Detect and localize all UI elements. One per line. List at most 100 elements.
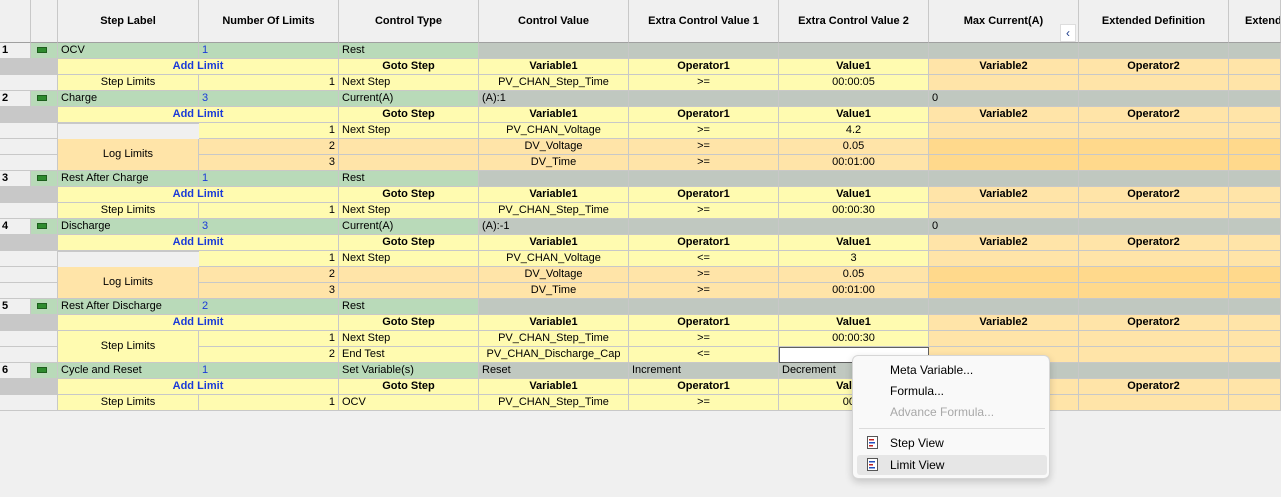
variable2-cell[interactable] <box>929 203 1079 219</box>
limit-extra-cell[interactable] <box>1229 251 1281 267</box>
extended-definition-cell[interactable] <box>1079 171 1229 187</box>
menu-item-step-view[interactable]: Step View <box>857 433 1047 453</box>
variable2-cell[interactable] <box>929 123 1079 139</box>
step-collapse-icon[interactable] <box>37 95 47 101</box>
value1-cell[interactable]: 0.05 <box>779 139 929 155</box>
limit-number-cell[interactable]: 3 <box>199 283 339 299</box>
extra-control-value-1-cell[interactable] <box>629 171 779 187</box>
limit-number-cell[interactable]: 3 <box>199 155 339 171</box>
step-label-cell[interactable]: Cycle and Reset <box>58 363 199 379</box>
extra-control-value-1-cell[interactable] <box>629 299 779 315</box>
limit-extra-cell[interactable] <box>1229 75 1281 91</box>
max-current-cell[interactable]: 0 <box>929 219 1079 235</box>
max-current-cell[interactable] <box>929 171 1079 187</box>
number-of-limits-cell[interactable]: 1 <box>199 43 339 59</box>
step-number[interactable]: 4 <box>0 219 31 235</box>
variable2-cell[interactable] <box>929 139 1079 155</box>
step-number[interactable]: 6 <box>0 363 31 379</box>
goto-step-cell[interactable]: Next Step <box>339 203 479 219</box>
operator1-cell[interactable]: >= <box>629 139 779 155</box>
limit-number-cell[interactable]: 1 <box>199 123 339 139</box>
control-value-cell[interactable] <box>479 43 629 59</box>
value1-cell[interactable]: 00:01:00 <box>779 155 929 171</box>
limit-extra-cell[interactable] <box>1229 395 1281 411</box>
goto-step-cell[interactable] <box>339 155 479 171</box>
limit-group-label[interactable]: Step Limits <box>58 331 199 363</box>
control-type-cell[interactable]: Set Variable(s) <box>339 363 479 379</box>
variable1-cell[interactable]: PV_CHAN_Step_Time <box>479 203 629 219</box>
col-header-extended-definition[interactable]: Extended Definition <box>1079 0 1229 43</box>
limit-group-label[interactable]: Step Limits <box>58 75 199 91</box>
extended-definition-cell[interactable] <box>1079 91 1229 107</box>
step-label-cell[interactable]: Discharge <box>58 219 199 235</box>
extra-control-value-2-cell[interactable] <box>779 43 929 59</box>
number-of-limits-cell[interactable]: 1 <box>199 363 339 379</box>
extended-definition-cell[interactable] <box>1079 219 1229 235</box>
step-collapse-icon[interactable] <box>37 223 47 229</box>
operator2-cell[interactable] <box>1079 331 1229 347</box>
col-header-extend[interactable]: Extend <box>1229 0 1281 43</box>
value1-cell[interactable]: 0.05 <box>779 267 929 283</box>
variable1-cell[interactable]: PV_CHAN_Step_Time <box>479 331 629 347</box>
variable2-cell[interactable] <box>929 331 1079 347</box>
step-number[interactable]: 5 <box>0 299 31 315</box>
step-collapse-icon[interactable] <box>37 175 47 181</box>
step-collapse-icon[interactable] <box>37 47 47 53</box>
control-type-cell[interactable]: Rest <box>339 171 479 187</box>
extra-control-value-2-cell[interactable] <box>779 219 929 235</box>
limit-number-cell[interactable]: 1 <box>199 203 339 219</box>
goto-step-cell[interactable]: Next Step <box>339 331 479 347</box>
value1-cell[interactable]: 00:01:00 <box>779 283 929 299</box>
operator2-cell[interactable] <box>1079 203 1229 219</box>
operator1-cell[interactable]: >= <box>629 155 779 171</box>
limit-extra-cell[interactable] <box>1229 155 1281 171</box>
step-icon-cell[interactable] <box>31 219 58 235</box>
extend-cell[interactable] <box>1229 91 1281 107</box>
number-of-limits-cell[interactable]: 1 <box>199 171 339 187</box>
operator1-cell[interactable]: >= <box>629 283 779 299</box>
extra-control-value-2-cell[interactable] <box>779 171 929 187</box>
limit-number-cell[interactable]: 2 <box>199 267 339 283</box>
step-label-cell[interactable]: Charge <box>58 91 199 107</box>
step-collapse-icon[interactable] <box>37 367 47 373</box>
goto-step-cell[interactable] <box>339 283 479 299</box>
extra-control-value-2-cell[interactable] <box>779 91 929 107</box>
limit-group-label[interactable]: Log Limits <box>58 139 199 171</box>
add-limit-link[interactable]: Add Limit <box>58 59 339 75</box>
col-header-extra-control-value-2[interactable]: Extra Control Value 2 <box>779 0 929 43</box>
control-type-cell[interactable]: Rest <box>339 299 479 315</box>
control-type-cell[interactable]: Current(A) <box>339 91 479 107</box>
limit-extra-cell[interactable] <box>1229 139 1281 155</box>
extend-cell[interactable] <box>1229 363 1281 379</box>
goto-step-cell[interactable]: Next Step <box>339 75 479 91</box>
col-header-control-value[interactable]: Control Value <box>479 0 629 43</box>
limit-number-cell[interactable]: 1 <box>199 75 339 91</box>
limit-extra-cell[interactable] <box>1229 331 1281 347</box>
limit-extra-cell[interactable] <box>1229 123 1281 139</box>
variable1-cell[interactable]: DV_Time <box>479 283 629 299</box>
operator1-cell[interactable]: <= <box>629 251 779 267</box>
step-icon-cell[interactable] <box>31 363 58 379</box>
goto-step-cell[interactable] <box>339 267 479 283</box>
variable2-cell[interactable] <box>929 75 1079 91</box>
limit-group-label[interactable]: Step Limits <box>58 203 199 219</box>
operator2-cell[interactable] <box>1079 139 1229 155</box>
limit-number-cell[interactable]: 2 <box>199 139 339 155</box>
limit-group-label[interactable]: Log Limits <box>58 267 199 299</box>
step-label-cell[interactable]: OCV <box>58 43 199 59</box>
operator2-cell[interactable] <box>1079 395 1229 411</box>
variable1-cell[interactable]: PV_CHAN_Voltage <box>479 251 629 267</box>
variable1-cell[interactable]: DV_Time <box>479 155 629 171</box>
extended-definition-cell[interactable] <box>1079 43 1229 59</box>
max-current-cell[interactable]: 0 <box>929 91 1079 107</box>
limit-number-cell[interactable]: 1 <box>199 251 339 267</box>
operator2-cell[interactable] <box>1079 267 1229 283</box>
limit-number-cell[interactable]: 2 <box>199 347 339 363</box>
value1-cell[interactable]: 00:00:30 <box>779 203 929 219</box>
extend-cell[interactable] <box>1229 43 1281 59</box>
operator2-cell[interactable] <box>1079 123 1229 139</box>
operator1-cell[interactable]: >= <box>629 331 779 347</box>
control-value-cell[interactable] <box>479 299 629 315</box>
step-label-cell[interactable]: Rest After Discharge <box>58 299 199 315</box>
scroll-left-button[interactable]: ‹ <box>1060 24 1076 42</box>
